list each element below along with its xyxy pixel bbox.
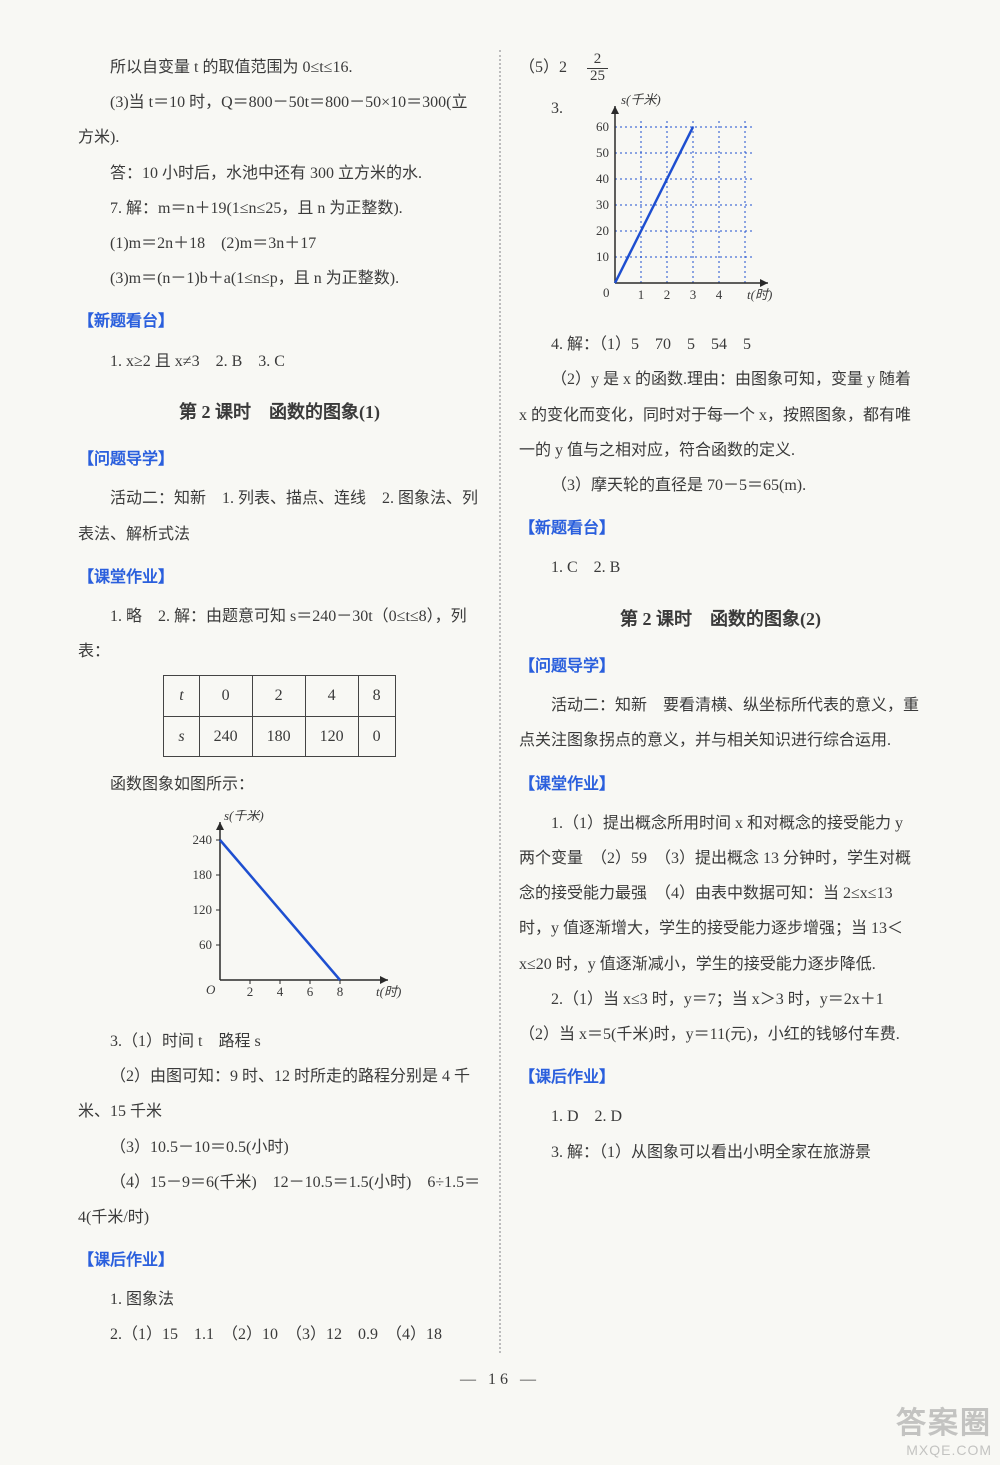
text: (3)m＝(n－1)b＋a(1≤n≤p，且 n 为正整数). — [78, 261, 481, 296]
lesson-title: 第 2 课时 函数的图象(1) — [78, 393, 481, 433]
section-heading: 【课后作业】 — [78, 1243, 481, 1278]
section-heading: 【课堂作业】 — [78, 560, 481, 595]
text: （5）2 — [519, 59, 583, 76]
two-column-layout: 所以自变量 t 的取值范围为 0≤t≤16. (3)当 t＝10 时，Q＝800… — [60, 50, 940, 1353]
cell: 0 — [199, 676, 252, 716]
cell: s — [164, 716, 199, 756]
svg-text:30: 30 — [596, 197, 609, 212]
text: （5）2 2 25 — [519, 50, 922, 85]
cell: 4 — [305, 676, 358, 716]
section-heading: 【问题导学】 — [519, 649, 922, 684]
chart-1: s(千米) t(时) O 60 120 180 240 2 4 6 8 — [78, 810, 481, 1014]
page-number: — 16 — — [60, 1371, 940, 1389]
text: （3）10.5－10＝0.5(小时) — [78, 1130, 481, 1165]
text: 3. 解：（1）从图象可以看出小明全家在旅游景 — [519, 1135, 922, 1170]
text: （2）由图可知：9 时、12 时所走的路程分别是 4 千米、15 千米 — [78, 1059, 481, 1129]
svg-text:1: 1 — [638, 287, 645, 302]
table-row: t 0 2 4 8 — [164, 676, 395, 716]
svg-text:60: 60 — [596, 119, 609, 134]
section-heading: 【课后作业】 — [519, 1060, 922, 1095]
text: （3）摩天轮的直径是 70－5＝65(m). — [519, 468, 922, 503]
svg-text:6: 6 — [306, 984, 313, 999]
section-heading: 【课堂作业】 — [519, 767, 922, 802]
lesson-title: 第 2 课时 函数的图象(2) — [519, 600, 922, 640]
section-heading: 【问题导学】 — [78, 442, 481, 477]
svg-text:50: 50 — [596, 145, 609, 160]
text: 函数图象如图所示： — [78, 767, 481, 802]
svg-text:t(时): t(时) — [376, 984, 401, 999]
chart-2-wrap: 3. s(千米) t(时) 0 10 20 30 40 50 60 1 2 3 4 — [519, 93, 922, 317]
text: 活动二：知新 1. 列表、描点、连线 2. 图象法、列表法、解析式法 — [78, 481, 481, 551]
svg-text:O: O — [206, 982, 216, 997]
text: 3.（1）时间 t 路程 s — [78, 1024, 481, 1059]
text: (1)m＝2n＋18 (2)m＝3n＋17 — [78, 226, 481, 261]
data-table: t 0 2 4 8 s 240 180 120 0 — [163, 675, 395, 756]
right-column: （5）2 2 25 3. s(千米)t(时)01020304050601234 … — [501, 50, 940, 1353]
text: 4. 解：（1）5 70 5 54 5 — [519, 327, 922, 362]
svg-text:2: 2 — [664, 287, 671, 302]
text: 2.（1）15 1.1 （2）10 （3）12 0.9 （4）18 — [78, 1317, 481, 1352]
text: 1. C 2. B — [519, 550, 922, 585]
watermark-small: MXQE.COM — [896, 1442, 992, 1459]
text: 7. 解：m＝n＋19(1≤n≤25，且 n 为正整数). — [78, 191, 481, 226]
svg-text:180: 180 — [192, 867, 212, 882]
svg-text:s(千米): s(千米) — [224, 810, 264, 823]
svg-text:10: 10 — [596, 249, 609, 264]
text: 1. x≥2 且 x≠3 2. B 3. C — [78, 344, 481, 379]
line-chart: s(千米) t(时) O 60 120 180 240 2 4 6 8 — [150, 810, 410, 1010]
cell: t — [164, 676, 199, 716]
text: 1.（1）提出概念所用时间 x 和对概念的接受能力 y 两个变量 （2）59 （… — [519, 806, 922, 982]
cell: 2 — [252, 676, 305, 716]
svg-text:s(千米): s(千米) — [621, 93, 661, 107]
svg-text:4: 4 — [276, 984, 283, 999]
svg-text:2: 2 — [246, 984, 253, 999]
cell: 120 — [305, 716, 358, 756]
cell: 0 — [358, 716, 395, 756]
svg-text:120: 120 — [192, 902, 212, 917]
svg-text:8: 8 — [336, 984, 343, 999]
svg-text:t(时): t(时) — [747, 287, 772, 302]
cell: 240 — [199, 716, 252, 756]
chart-label: 3. — [551, 93, 563, 125]
text: (3)当 t＝10 时，Q＝800－50t＝800－50×10＝300(立方米)… — [78, 85, 481, 155]
watermark: 答案圈 MXQE.COM — [896, 1406, 992, 1459]
text: 1. 略 2. 解：由题意可知 s＝240－30t（0≤t≤8），列表： — [78, 599, 481, 669]
svg-text:3: 3 — [690, 287, 697, 302]
table-row: s 240 180 120 0 — [164, 716, 395, 756]
text: （4）15－9＝6(千米) 12－10.5＝1.5(小时) 6÷1.5＝4(千米… — [78, 1165, 481, 1235]
text: 答：10 小时后，水池中还有 300 立方米的水. — [78, 156, 481, 191]
cell: 8 — [358, 676, 395, 716]
text: 活动二：知新 要看清横、纵坐标所代表的意义，重点关注图象拐点的意义，并与相关知识… — [519, 688, 922, 758]
svg-text:240: 240 — [192, 832, 212, 847]
numerator: 2 — [587, 52, 608, 69]
cell: 180 — [252, 716, 305, 756]
grid-chart: s(千米) t(时) 0 10 20 30 40 50 60 1 2 3 4 — [567, 93, 807, 313]
left-column: 所以自变量 t 的取值范围为 0≤t≤16. (3)当 t＝10 时，Q＝800… — [60, 50, 499, 1353]
text: 1. 图象法 — [78, 1282, 481, 1317]
text: 1. D 2. D — [519, 1099, 922, 1134]
watermark-big: 答案圈 — [896, 1406, 992, 1442]
text: （2）y 是 x 的函数.理由：由图象可知，变量 y 随着 x 的变化而变化，同… — [519, 362, 922, 468]
svg-text:4: 4 — [716, 287, 723, 302]
section-heading: 【新题看台】 — [78, 304, 481, 339]
text: 2.（1）当 x≤3 时，y＝7；当 x＞3 时，y＝2x＋1 （2）当 x＝5… — [519, 982, 922, 1052]
text: 所以自变量 t 的取值范围为 0≤t≤16. — [78, 50, 481, 85]
svg-text:0: 0 — [603, 285, 610, 300]
svg-text:40: 40 — [596, 171, 609, 186]
fraction: 2 25 — [587, 52, 608, 85]
section-heading: 【新题看台】 — [519, 511, 922, 546]
svg-text:20: 20 — [596, 223, 609, 238]
denominator: 25 — [587, 69, 608, 85]
svg-text:60: 60 — [199, 937, 212, 952]
